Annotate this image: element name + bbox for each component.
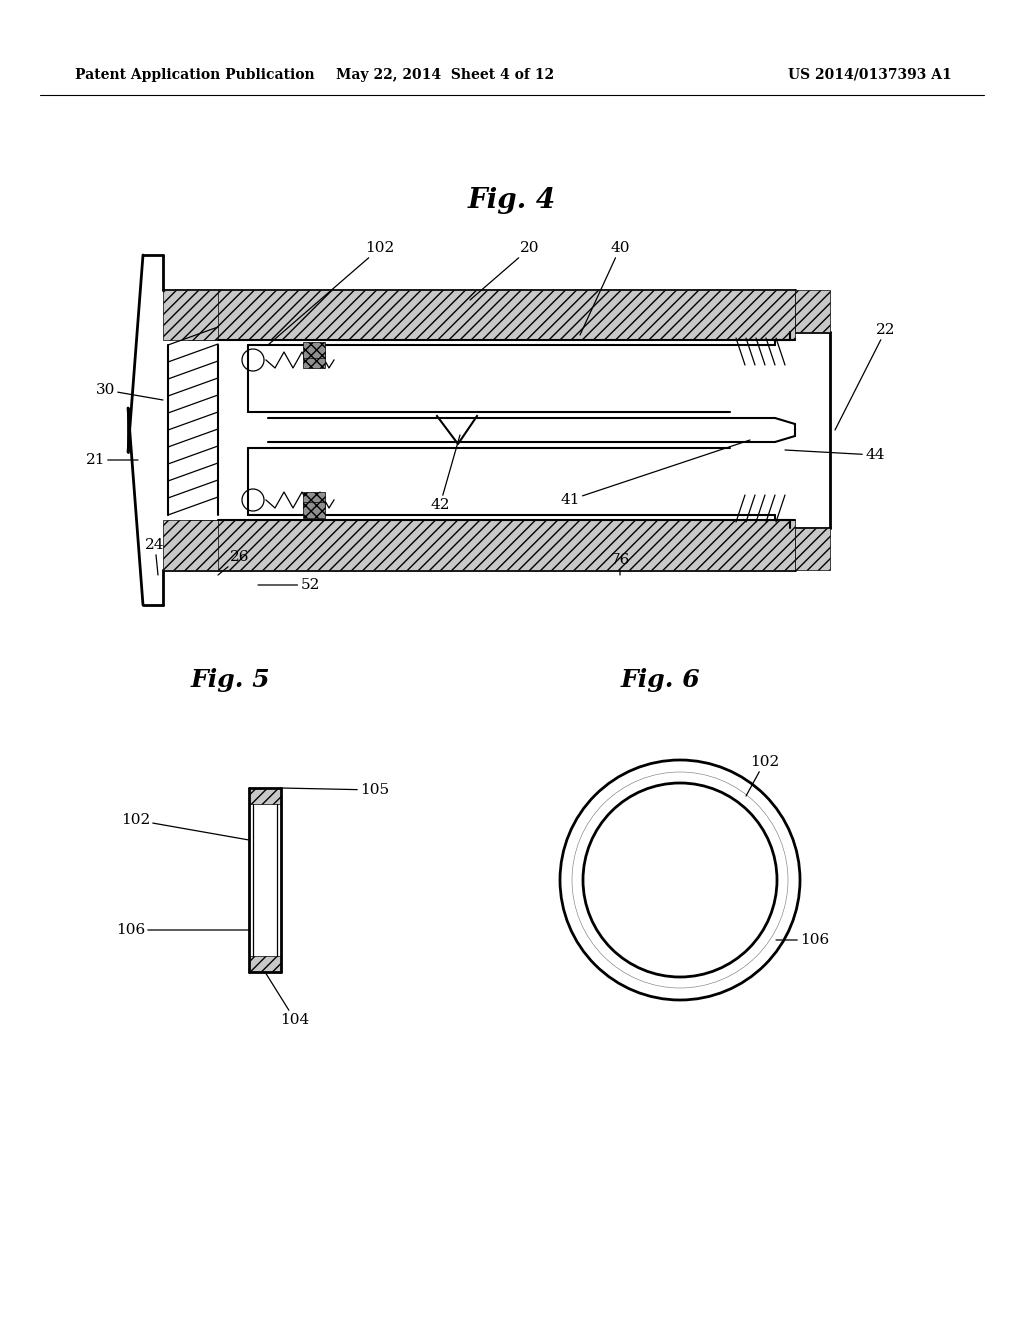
Bar [795, 290, 830, 333]
Text: 41: 41 [560, 440, 750, 507]
Text: 102: 102 [121, 813, 249, 840]
Bar [303, 502, 325, 517]
Bar [188, 520, 795, 570]
Text: Fig. 5: Fig. 5 [190, 668, 269, 692]
Text: May 22, 2014  Sheet 4 of 12: May 22, 2014 Sheet 4 of 12 [336, 69, 554, 82]
Text: Fig. 6: Fig. 6 [621, 668, 699, 692]
Text: 102: 102 [746, 755, 779, 796]
Text: US 2014/0137393 A1: US 2014/0137393 A1 [788, 69, 952, 82]
Text: 30: 30 [95, 383, 163, 400]
Bar [795, 528, 830, 570]
Text: 106: 106 [776, 933, 829, 946]
Text: 76: 76 [610, 553, 630, 576]
Text: Fig. 4: Fig. 4 [468, 186, 556, 214]
Text: 20: 20 [470, 242, 540, 300]
Text: 21: 21 [85, 453, 138, 467]
Text: Patent Application Publication: Patent Application Publication [75, 69, 314, 82]
Bar [163, 520, 218, 570]
Text: 42: 42 [430, 436, 460, 512]
Bar [249, 788, 281, 804]
Bar [188, 290, 795, 341]
Bar [303, 342, 325, 358]
Text: 52: 52 [258, 578, 319, 591]
Bar [303, 492, 325, 508]
Bar [303, 352, 325, 368]
Text: 44: 44 [785, 447, 885, 462]
Text: 106: 106 [116, 923, 249, 937]
Text: 102: 102 [268, 242, 394, 345]
Text: 40: 40 [580, 242, 630, 335]
Text: 26: 26 [218, 550, 250, 576]
Text: 24: 24 [145, 539, 165, 576]
Text: 22: 22 [835, 323, 896, 430]
Text: 104: 104 [265, 972, 309, 1027]
Bar [249, 956, 281, 972]
Bar [163, 290, 218, 341]
Text: 105: 105 [281, 783, 389, 797]
